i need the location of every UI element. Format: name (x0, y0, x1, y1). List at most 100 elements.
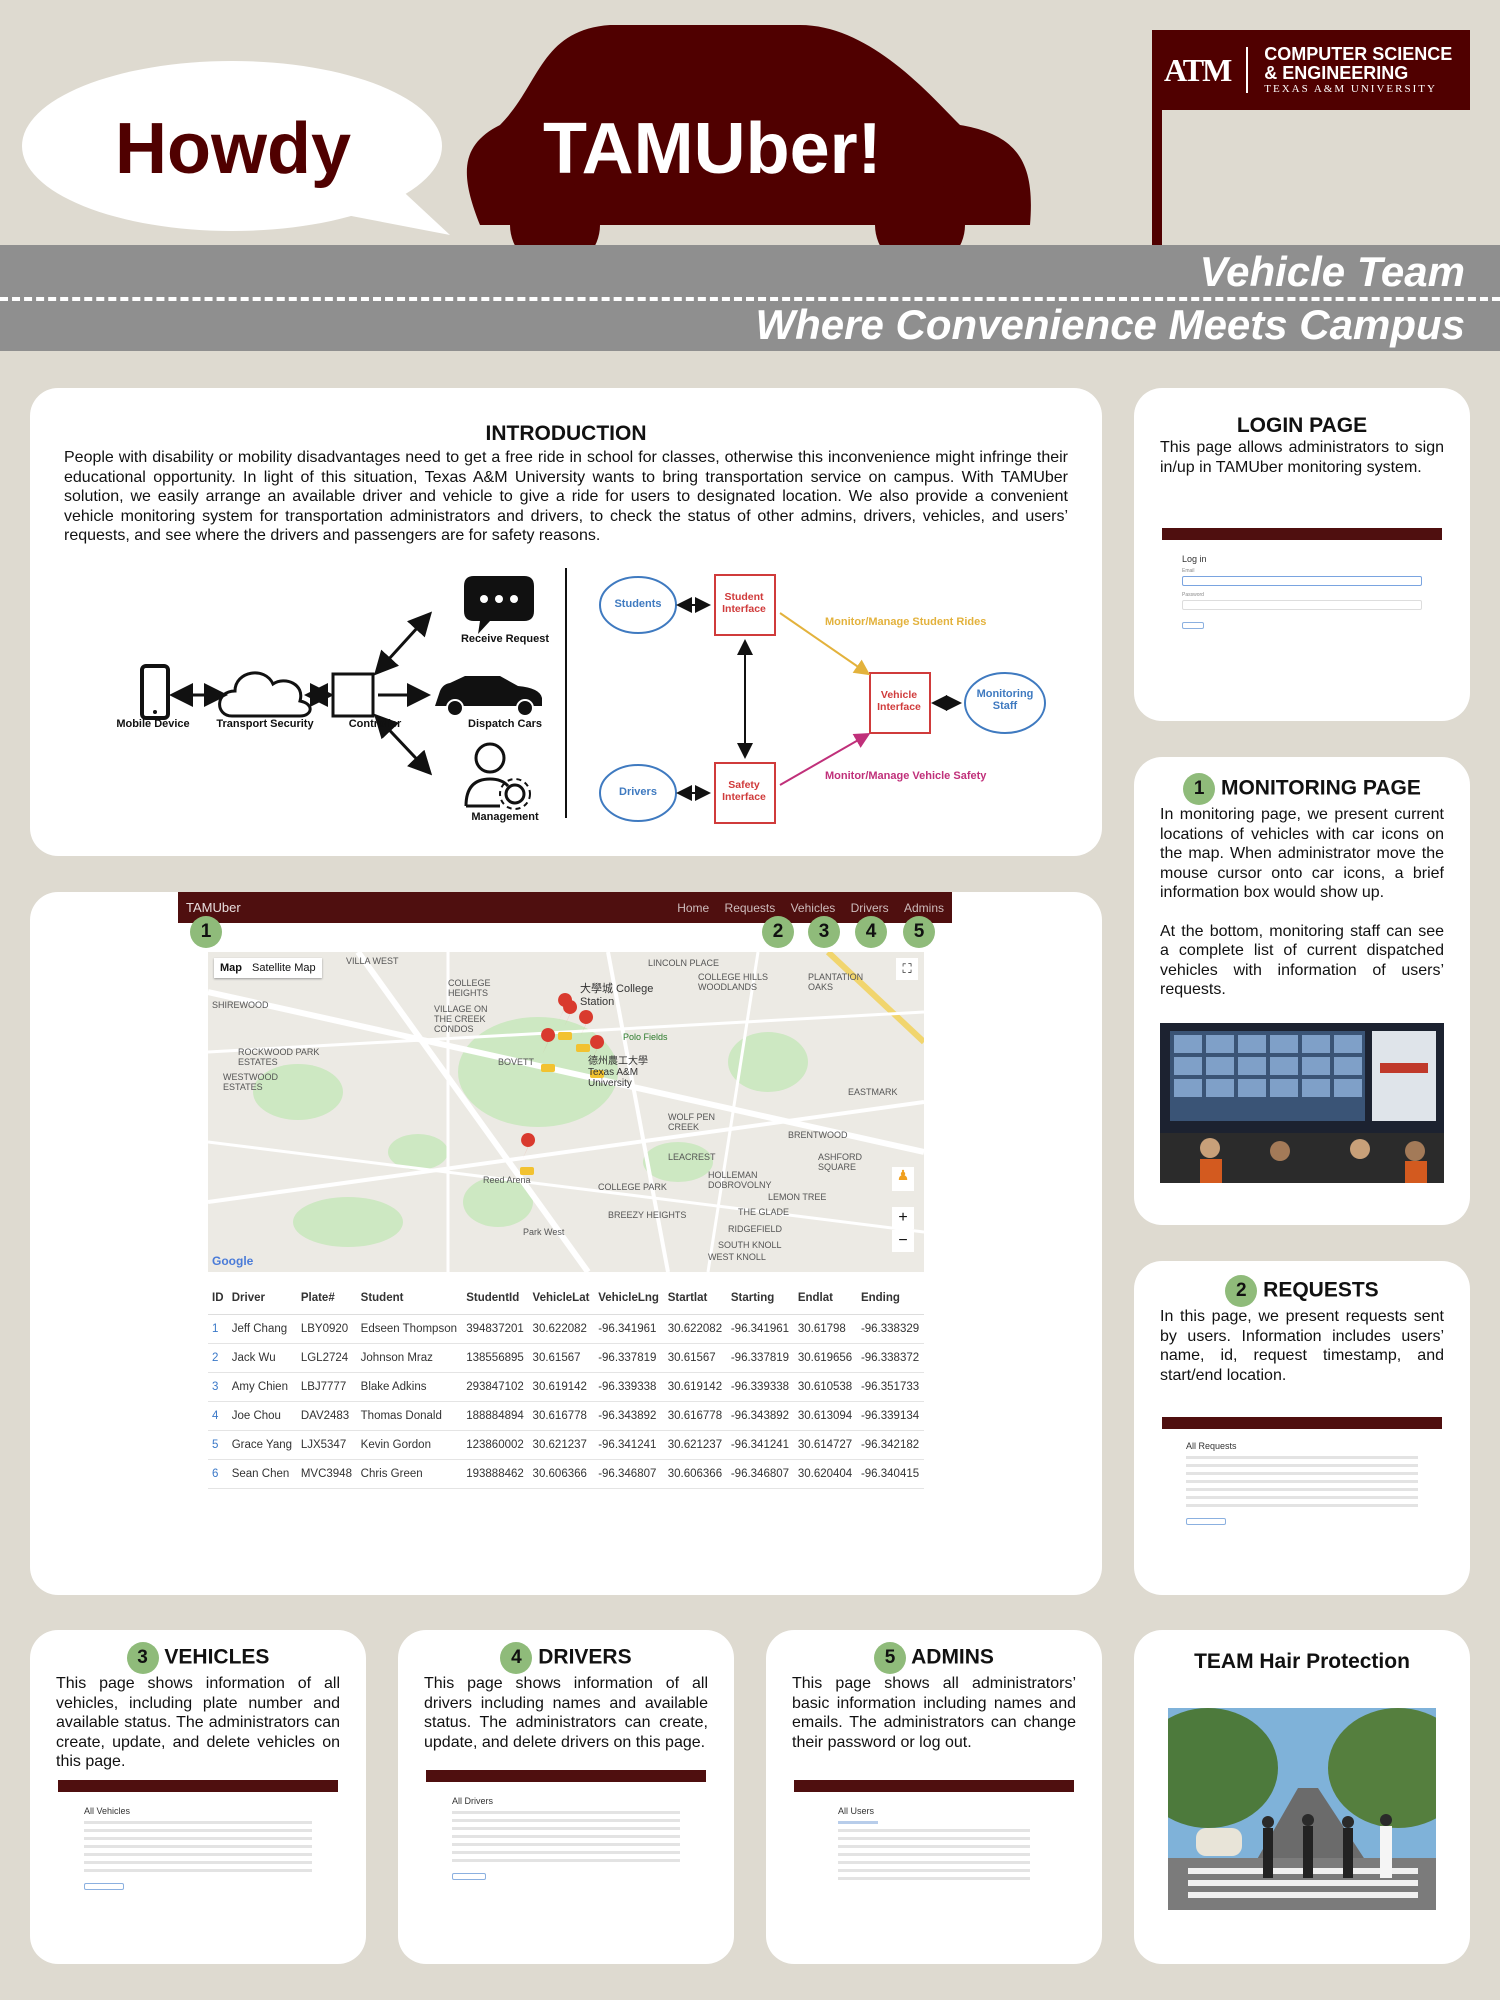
brand[interactable]: TAMUber (186, 900, 241, 915)
system-diagram (140, 576, 542, 810)
app-name: TAMUber! (543, 109, 882, 189)
map-type-control[interactable]: Map Satellite Map (214, 958, 322, 978)
map-label: ASHFORD SQUARE (818, 1152, 863, 1172)
badge-5: 5 (903, 916, 935, 948)
map-label: WOLF PEN CREEK (668, 1112, 716, 1132)
badge-2: 2 (762, 916, 794, 948)
row-student: Edseen Thompson (356, 1314, 463, 1344)
map-tab-map[interactable]: Map (220, 962, 242, 974)
vehicles-shot-title: All Vehicles (84, 1806, 131, 1816)
map-label: COLLEGE HEIGHTS (448, 978, 491, 998)
requests-screenshot: All Requests (1162, 1417, 1442, 1567)
row-start-lng: -96.341241 (726, 1430, 794, 1460)
col-vehicle-lat: VehicleLat (528, 1286, 595, 1315)
row-id[interactable]: 2 (208, 1343, 228, 1373)
team-card: TEAM Hair Protection (1134, 1630, 1470, 1964)
row-plate: LBY0920 (296, 1314, 357, 1344)
label-mobile: Mobile Device (116, 718, 190, 730)
map-label: RIDGEFIELD (728, 1224, 783, 1234)
nav-vehicles[interactable]: Vehicles (790, 900, 836, 915)
row-plate: LGL2724 (296, 1343, 357, 1373)
col-plate: Plate# (296, 1286, 357, 1315)
logo-line-1: COMPUTER SCIENCE (1264, 44, 1453, 64)
arrow-label-vehicle-safety: Monitor/Manage Vehicle Safety (825, 770, 987, 782)
mini-email-field (1182, 576, 1422, 586)
badge-1: 1 (190, 916, 222, 948)
row-student: Blake Adkins (356, 1372, 463, 1402)
table-row: 1 Jeff Chang LBY0920 Edseen Thompson 3948372… (208, 1314, 924, 1344)
mini-add-button (1186, 1518, 1226, 1525)
row-start-lat: 30.619142 (663, 1372, 727, 1402)
row-plate: MVC3948 (296, 1459, 357, 1489)
row-id[interactable]: 3 (208, 1372, 228, 1402)
row-student-id: 188884894 (462, 1401, 529, 1431)
vehicles-screenshot: All Vehicles (58, 1780, 338, 1940)
map-label: LEMON TREE (768, 1192, 827, 1202)
team-photo (1168, 1708, 1436, 1910)
drivers-title: DRIVERS (538, 1645, 632, 1669)
label-dispatch: Dispatch Cars (468, 718, 542, 730)
map-label: LEACREST (668, 1152, 716, 1162)
row-driver: Sean Chen (227, 1459, 297, 1489)
table-row: 6 Sean Chen MVC3948 Chris Green 193888462 30.… (208, 1459, 924, 1489)
row-plate: LBJ7777 (296, 1372, 357, 1402)
map-tab-satellite[interactable]: Satellite Map (252, 962, 316, 974)
zoom-in-icon[interactable]: + (892, 1207, 914, 1229)
nav-drivers[interactable]: Drivers (850, 900, 889, 915)
row-vehicle-lng: -96.341241 (594, 1430, 664, 1460)
row-vehicle-lat: 30.616778 (528, 1401, 595, 1431)
map-label: PLANTATION OAKS (808, 972, 864, 992)
label-management: Management (471, 811, 539, 823)
mini-navbar (1162, 528, 1442, 540)
logo-line-3: TEXAS A&M UNIVERSITY (1264, 83, 1437, 95)
node-vehicle-interface: Vehicle Interface (877, 689, 921, 713)
row-end-lat: 30.620404 (793, 1459, 857, 1489)
fullscreen-icon[interactable]: ⛶ (896, 958, 918, 980)
pegman-icon[interactable]: ♟ (892, 1167, 914, 1191)
row-id[interactable]: 1 (208, 1314, 228, 1344)
row-student-id: 138556895 (462, 1343, 529, 1373)
row-start-lng: -96.341961 (726, 1314, 794, 1344)
monitoring-badge: 1 (1183, 773, 1216, 805)
badge-4: 4 (855, 916, 887, 948)
row-id[interactable]: 6 (208, 1459, 228, 1489)
band-dashes (0, 297, 1500, 301)
drivers-badge: 4 (500, 1642, 533, 1674)
zoom-out-icon[interactable]: − (892, 1230, 914, 1252)
nav-home[interactable]: Home (677, 900, 710, 915)
monitoring-text-1: In monitoring page, we present current l… (1160, 806, 1444, 901)
map-view[interactable]: Map Satellite Map ⛶ + − ♟ VILLA WEST LINC… (208, 952, 924, 1272)
node-drivers: Drivers (619, 786, 657, 798)
col-id: ID (208, 1286, 228, 1315)
mini-navbar (1162, 1417, 1442, 1429)
monitor-navbar: TAMUber Home Requests Vehicles Drivers A… (178, 892, 952, 923)
row-student-id: 193888462 (462, 1459, 529, 1489)
login-text: This page allows administrators to sign … (1160, 439, 1444, 476)
row-vehicle-lat: 30.61567 (528, 1343, 595, 1373)
tagline: Where Convenience Meets Campus (755, 301, 1465, 348)
requests-card: 2 REQUESTS In this page, we present requ… (1134, 1261, 1470, 1595)
row-id[interactable]: 4 (208, 1401, 228, 1431)
mini-add-button (452, 1873, 486, 1880)
nav-requests[interactable]: Requests (724, 900, 776, 915)
row-plate: LJX5347 (296, 1430, 357, 1460)
vehicles-card: 3 VEHICLES This page shows information o… (30, 1630, 366, 1964)
row-vehicle-lat: 30.621237 (528, 1430, 595, 1460)
monitoring-text-2: At the bottom, monitoring staff can see … (1160, 922, 1444, 999)
tamu-logo: ATM COMPUTER SCIENCE & ENGINEERING TEXAS… (1152, 30, 1470, 110)
col-driver: Driver (227, 1286, 297, 1315)
dispatch-table: ID Driver Plate# Student StudentId Vehic… (208, 1286, 924, 1489)
vehicles-heading: 3 VEHICLES (30, 1642, 366, 1674)
monitoring-title: MONITORING PAGE (1220, 776, 1421, 800)
row-start-lng: -96.339338 (726, 1372, 794, 1402)
label-transport-security: Transport Security (216, 718, 314, 730)
row-start-lat: 30.621237 (663, 1430, 727, 1460)
nav-admins[interactable]: Admins (903, 900, 944, 915)
row-id[interactable]: 5 (208, 1430, 228, 1460)
map-label: EASTMARK (848, 1087, 898, 1097)
node-safety-interface: Safety Interface (722, 779, 766, 803)
login-card: LOGIN PAGE This page allows administrato… (1134, 388, 1470, 721)
row-end-lat: 30.61798 (793, 1314, 857, 1344)
row-end-lng: -96.338372 (856, 1343, 924, 1373)
row-end-lat: 30.614727 (793, 1430, 857, 1460)
